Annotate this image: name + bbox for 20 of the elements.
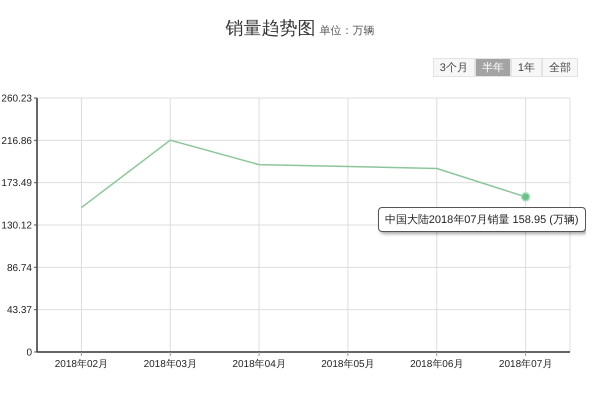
- y-tick-label: 216.86: [1, 136, 32, 147]
- x-tick-label: 2018年03月: [144, 358, 197, 370]
- y-tick-label: 173.49: [1, 178, 32, 190]
- y-tick-label: 86.74: [6, 262, 32, 274]
- chart-subtitle: 单位：万辆: [320, 25, 374, 37]
- text: 全部: [549, 62, 571, 74]
- x-tick-label: 2018年07月: [498, 358, 552, 370]
- x-tick-label: 2018年02月: [54, 358, 108, 370]
- y-tick-label: 43.37: [6, 305, 32, 316]
- x-tick-label: 2018年06月: [410, 358, 464, 370]
- text: 3个月: [440, 62, 468, 74]
- x-tick-label: 2018年04月: [232, 358, 286, 370]
- x-tick-label: 2018年05月: [321, 358, 375, 370]
- y-tick-label: 130.12: [1, 220, 32, 232]
- annotation: 中国大陆2018年07月销量 158.95 (万辆): [384, 214, 579, 226]
- chart-title: 销量趋势图: [226, 18, 316, 38]
- text: 1年: [518, 62, 535, 74]
- text: 半年: [482, 62, 504, 74]
- y-tick-label: 0: [26, 348, 32, 359]
- y-tick-label: 260.23: [1, 94, 32, 105]
